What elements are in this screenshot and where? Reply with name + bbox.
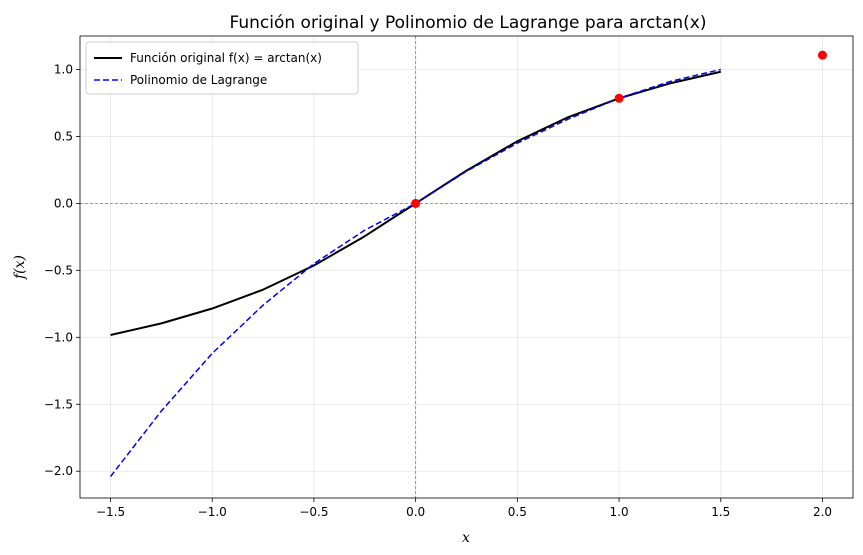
x-tick-label: 0.5: [508, 505, 527, 519]
y-axis-label: f(x): [12, 255, 28, 280]
y-tick-label: −0.5: [44, 263, 73, 277]
y-tick-label: 0.0: [54, 196, 73, 210]
x-tick-label: 1.0: [610, 505, 629, 519]
x-axis-label: x: [462, 530, 470, 546]
plot-area: −1.5 −1.0 −0.5 0.0 0.5 1.0 1.5 2.0 −2.0 −1.5 −1.0 −…: [44, 35, 854, 519]
x-tick-label: −0.5: [299, 505, 328, 519]
y-tick-label: −1.5: [44, 397, 73, 411]
x-tick-label: −1.5: [96, 505, 125, 519]
legend-box: [85, 41, 359, 95]
legend: Función original f(x) = arctan(x) Polinom…: [85, 41, 359, 95]
y-tick-label: −1.0: [44, 330, 73, 344]
y-tick-label: −2.0: [44, 464, 73, 478]
y-tick-label: 0.5: [54, 129, 73, 143]
interpolation-point: [411, 198, 421, 208]
y-tick-label: 1.0: [54, 62, 73, 76]
x-tick-label: 2.0: [813, 505, 832, 519]
legend-label-arctan: Función original f(x) = arctan(x): [130, 51, 322, 65]
interpolation-point: [817, 50, 827, 60]
x-tick-label: −1.0: [198, 505, 227, 519]
legend-label-lagrange: Polinomio de Lagrange: [130, 73, 267, 87]
interpolation-point: [614, 93, 624, 103]
chart-title: Función original y Polinomio de Lagrange…: [230, 13, 707, 33]
x-tick-label: 1.5: [711, 505, 730, 519]
axes-frame: [79, 35, 854, 499]
grid: [80, 36, 853, 498]
x-tick-label: 0.0: [406, 505, 425, 519]
